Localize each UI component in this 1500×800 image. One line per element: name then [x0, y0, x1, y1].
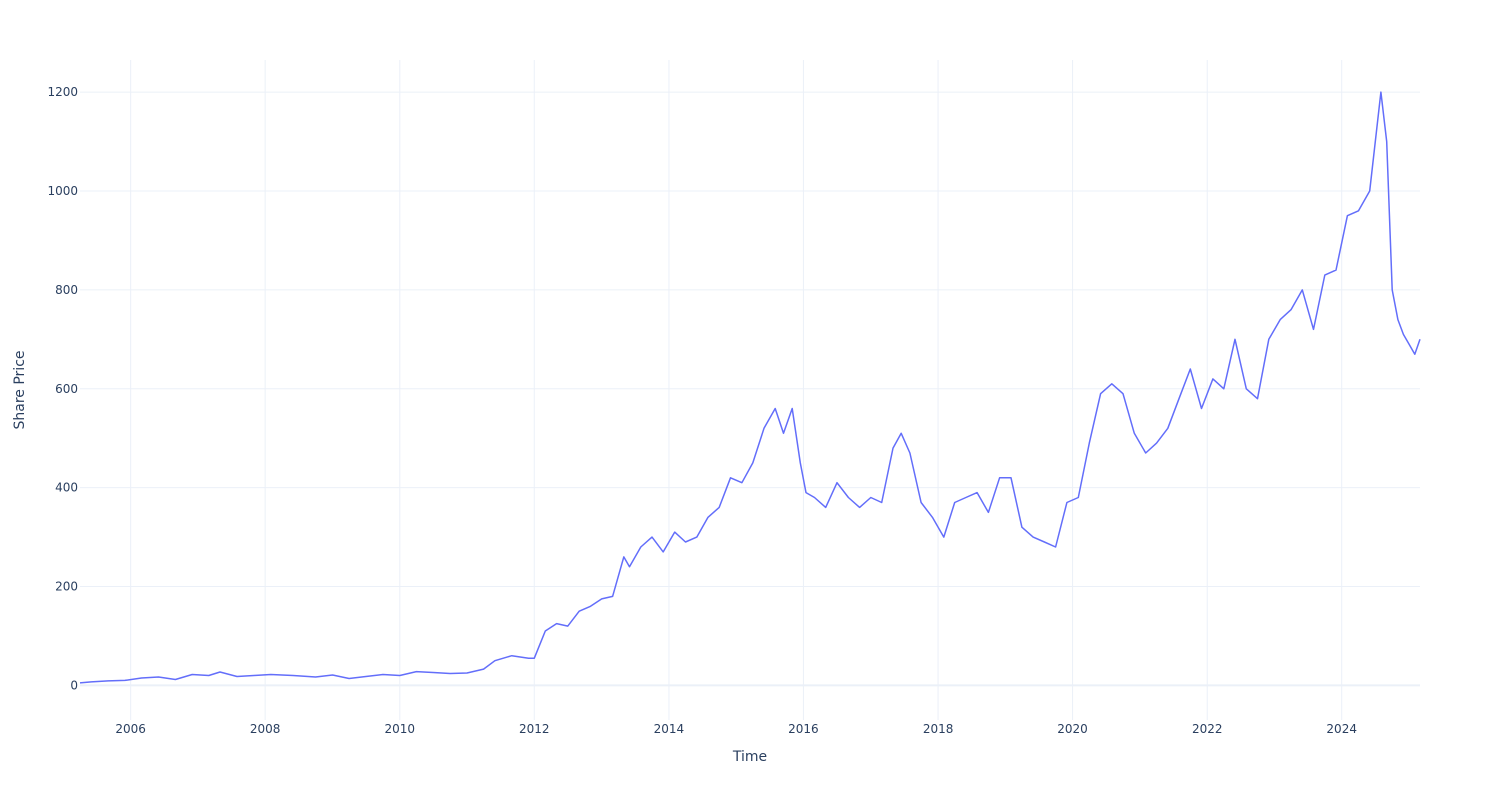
- x-tick-label: 2024: [1326, 722, 1357, 736]
- y-tick-label: 0: [70, 678, 78, 692]
- x-tick-label: 2020: [1057, 722, 1088, 736]
- y-tick-label: 400: [55, 481, 78, 495]
- x-tick-label: 2022: [1192, 722, 1223, 736]
- x-tick-labels: 2006 2008 2010 2012 2014 2016 2018 2020 2022 2024: [115, 722, 1357, 736]
- x-tick-label: 2016: [788, 722, 819, 736]
- y-tick-label: 1200: [47, 85, 78, 99]
- y-tick-labels: 0 200 400 600 800 1000 1200: [47, 85, 78, 692]
- x-tick-label: 2008: [250, 722, 281, 736]
- share-price-line: [79, 91, 1421, 684]
- y-tick-label: 200: [55, 580, 78, 594]
- y-tick-label: 1000: [47, 184, 78, 198]
- series-layer: [79, 91, 1421, 684]
- x-tick-label: 2018: [923, 722, 954, 736]
- x-axis-title: Time: [732, 749, 767, 765]
- grid-lines: [80, 60, 1420, 720]
- x-tick-label: 2012: [519, 722, 550, 736]
- y-tick-label: 800: [55, 283, 78, 297]
- y-tick-label: 600: [55, 382, 78, 396]
- x-tick-label: 2010: [385, 722, 416, 736]
- y-axis-title: Share Price: [12, 350, 28, 429]
- x-tick-label: 2014: [654, 722, 685, 736]
- x-tick-label: 2006: [115, 722, 146, 736]
